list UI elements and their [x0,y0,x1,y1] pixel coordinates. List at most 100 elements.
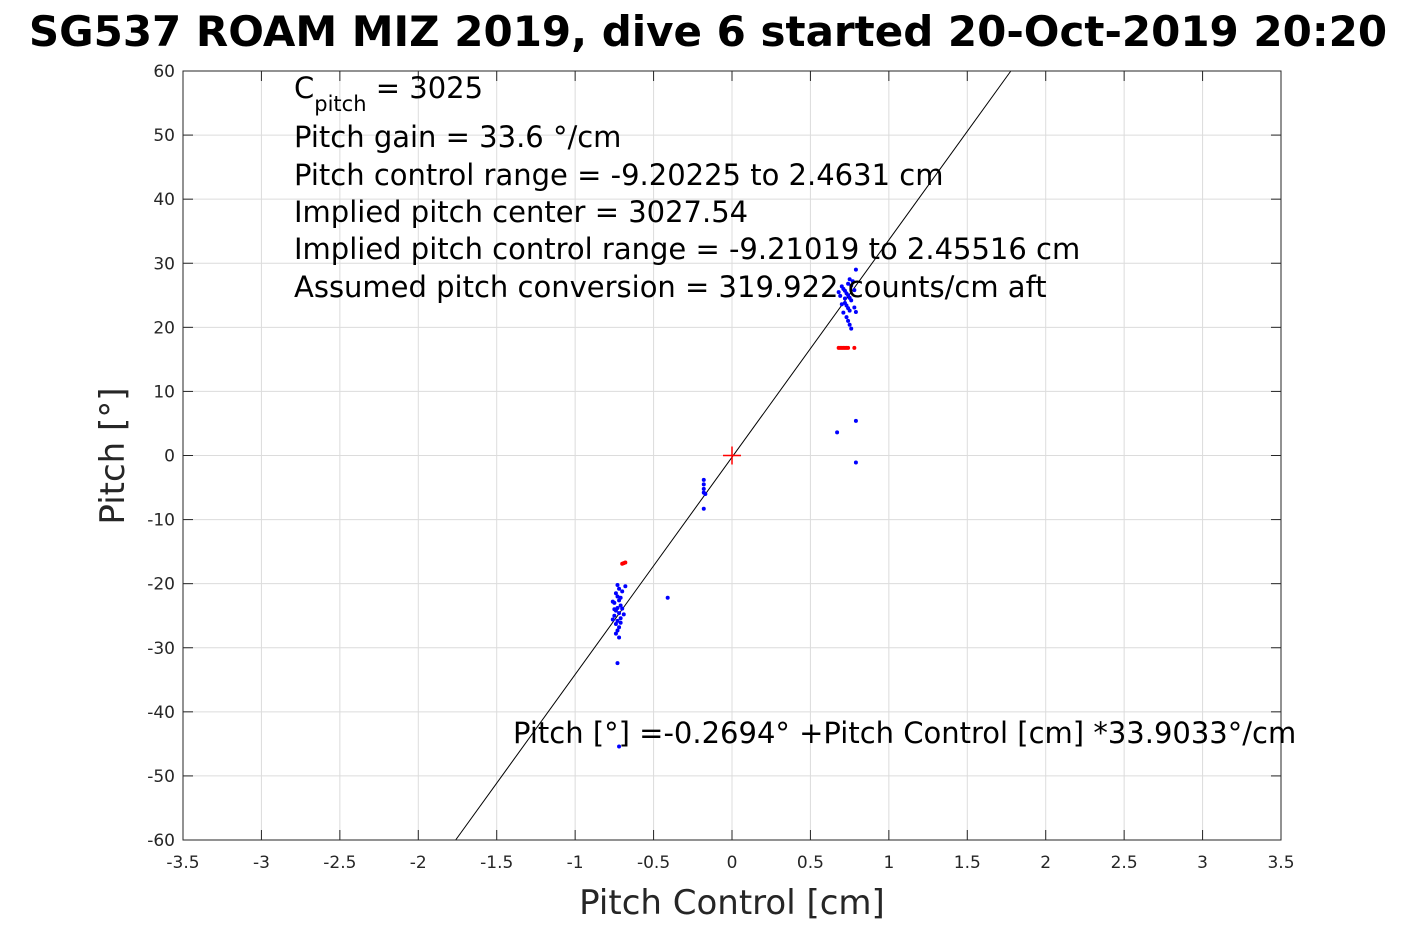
data-point [618,616,623,621]
data-point [852,288,857,293]
data-point [617,635,622,640]
annotation-pitch-conversion: Assumed pitch conversion = 319.922 count… [294,270,1047,304]
data-point [842,296,847,301]
data-point [701,486,706,491]
data-point [615,628,620,633]
data-point [849,326,854,331]
x-tick-label: -1 [567,853,584,873]
chart-title: SG537 ROAM MIZ 2019, dive 6 started 20-O… [29,7,1387,56]
y-axis-label: Pitch [°] [93,387,133,524]
data-point [703,491,708,496]
x-tick-label: 0.5 [797,853,824,873]
x-tick-label: -3.5 [166,853,199,873]
y-tick-label: 10 [153,382,175,402]
y-tick-label: 30 [153,254,175,274]
data-point [701,506,706,511]
x-tick-label: 2 [1040,853,1051,873]
x-tick-label: -3 [253,853,270,873]
annotation-implied-control-range: Implied pitch control range = -9.21019 t… [294,232,1080,266]
x-tick-label: 3.5 [1267,853,1294,873]
x-tick-label: 0 [727,853,738,873]
y-tick-label: -20 [147,575,175,595]
data-point [847,322,852,327]
x-tick-label: 3 [1197,853,1208,873]
data-point [613,622,618,627]
data-point [701,482,706,487]
tick-marks [182,70,1282,841]
x-tick-label: 1 [883,853,894,873]
data-point [623,584,628,589]
data-point [617,586,622,591]
data-point [847,277,852,282]
cpitch-annotation: Cpitch = 3025 [294,71,483,116]
data-point [615,661,620,666]
data-point [613,631,618,636]
data-point [850,279,855,284]
data-point [838,293,843,298]
data-point [841,310,846,315]
data-point [610,599,615,604]
y-tick-label: -40 [147,703,175,723]
data-point [615,618,620,623]
cpitch-subscript: pitch [314,92,366,116]
data-point [612,613,617,618]
x-axis-label: Pitch Control [cm] [579,883,885,923]
x-tick-label: 1.5 [954,853,981,873]
data-point [835,430,840,435]
y-tick-label: -10 [147,511,175,531]
data-point [665,595,670,600]
y-tick-label: 60 [153,62,175,82]
data-points [610,267,858,749]
y-tick-label: 40 [153,190,175,210]
data-point [620,606,625,611]
data-point [613,591,618,596]
x-tick-label: -2 [410,853,427,873]
annotation-pitch-control-range: Pitch control range = -9.20225 to 2.4631… [294,158,943,192]
data-point [620,589,625,594]
fit-equation: Pitch [°] =-0.2694° +Pitch Control [cm] … [513,716,1296,750]
cpitch-base: C [294,71,314,105]
data-point [610,617,615,622]
y-tick-label: 50 [153,126,175,146]
data-point [618,603,623,608]
y-tick-label: -30 [147,639,175,659]
data-point [615,594,620,599]
data-point [844,315,849,320]
cpitch-value: = 3025 [367,71,484,105]
data-point [617,744,622,749]
data-point [846,281,851,286]
data-point [852,305,857,310]
data-point [846,345,851,350]
data-point [847,308,852,313]
data-point [701,477,706,482]
data-point [618,595,623,600]
y-tick-label: -60 [147,831,175,851]
data-point [617,625,622,630]
y-tick-label: 0 [164,447,175,467]
data-point [849,283,854,288]
data-point [852,345,857,350]
data-point [612,607,617,612]
annotation-pitch-gain: Pitch gain = 33.6 °/cm [294,120,621,154]
annotation-implied-pitch-center: Implied pitch center = 3027.54 [294,195,748,229]
data-point [621,612,626,617]
center-marker [723,446,741,465]
data-point [853,418,858,423]
x-tick-label: -0.5 [637,853,670,873]
data-point [853,309,858,314]
data-point [620,561,625,566]
data-point [623,560,628,565]
data-point [853,460,858,465]
y-tick-label: 20 [153,318,175,338]
data-point [618,620,623,625]
data-point [849,298,854,303]
x-tick-label: 2.5 [1111,853,1138,873]
x-tick-label: -2.5 [323,853,356,873]
data-point [615,582,620,587]
data-point [836,290,841,295]
data-point [617,611,622,616]
data-point [853,267,858,272]
data-point [846,318,851,323]
x-tick-label: -1.5 [480,853,513,873]
